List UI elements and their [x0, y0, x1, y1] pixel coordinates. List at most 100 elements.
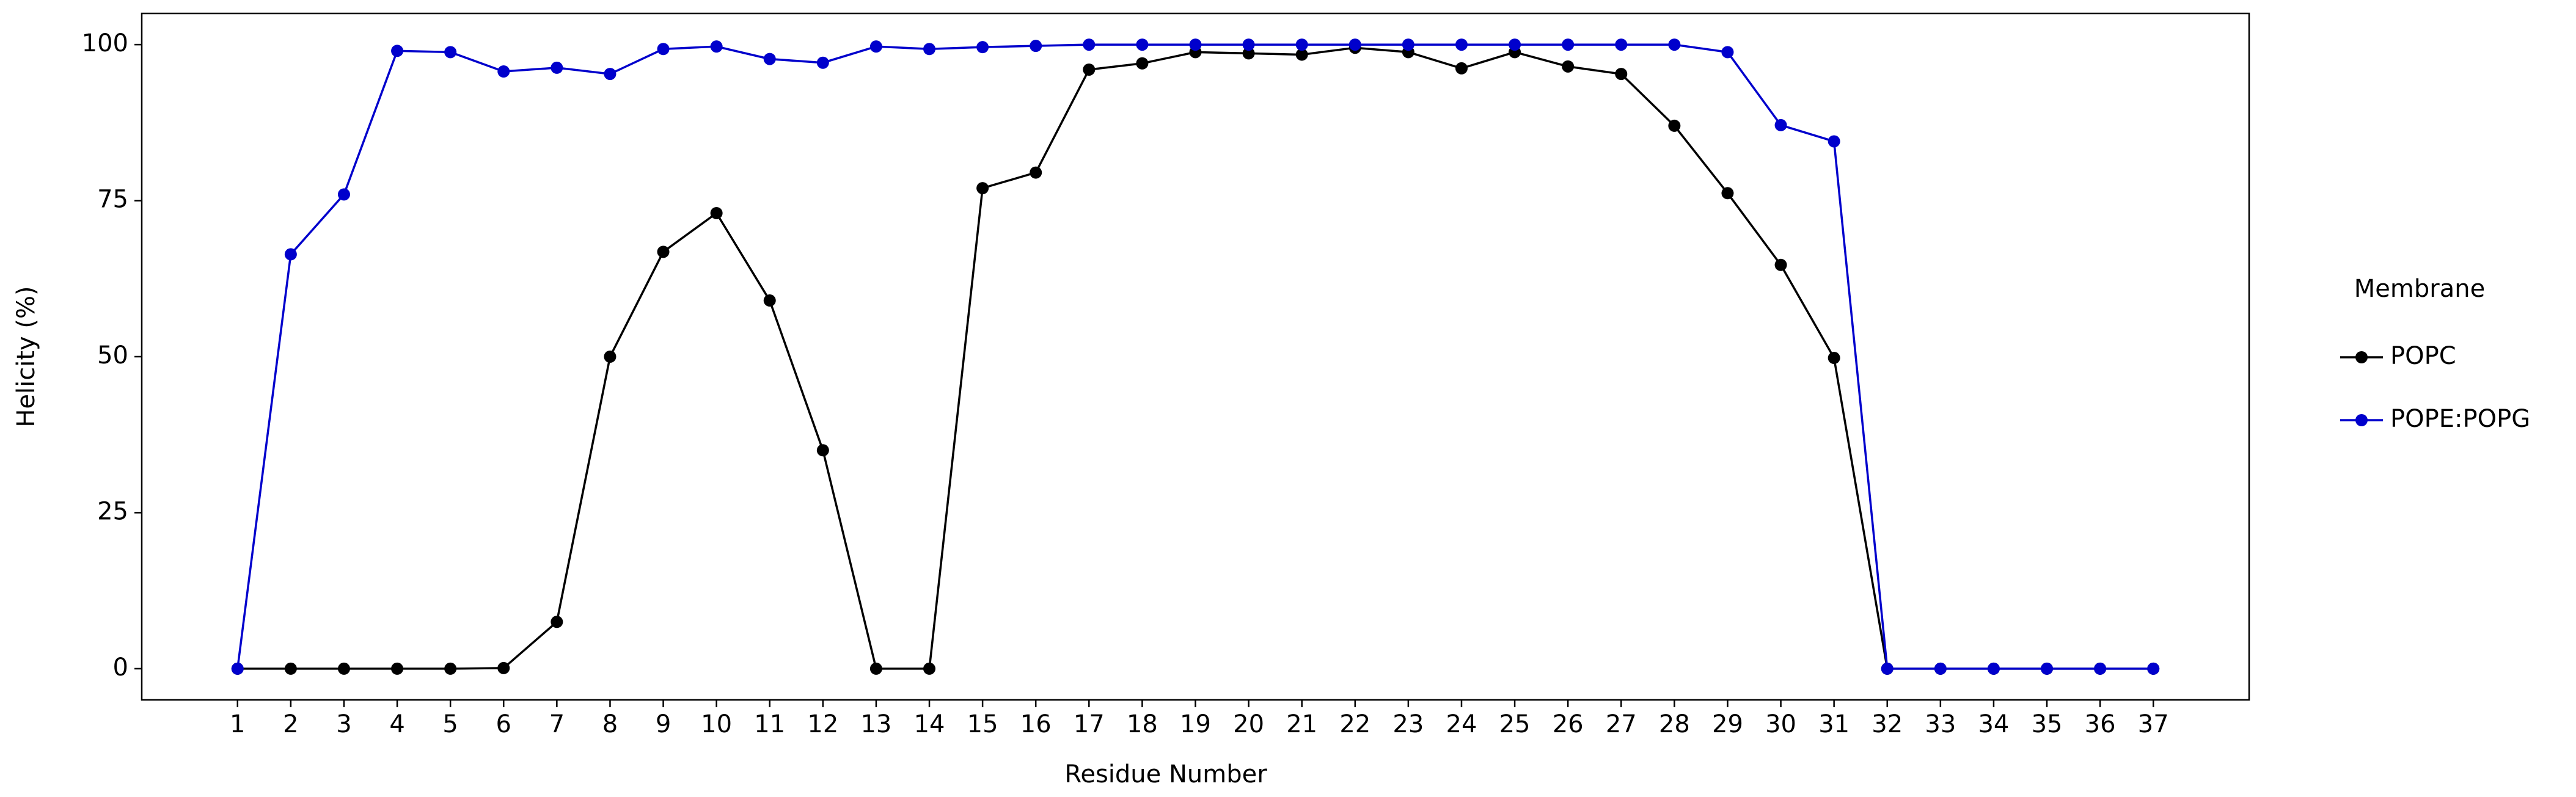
- x-tick-label: 17: [1074, 710, 1105, 738]
- data-point: [1242, 38, 1255, 51]
- x-tick-label: 25: [1499, 710, 1531, 738]
- x-tick-label: 22: [1339, 710, 1370, 738]
- data-point: [923, 662, 936, 675]
- data-point: [1030, 40, 1042, 53]
- data-point: [763, 53, 776, 65]
- data-point: [1668, 119, 1681, 132]
- x-tick-label: 32: [1872, 710, 1903, 738]
- data-point: [1881, 662, 1894, 675]
- x-tick-label: 6: [496, 710, 511, 738]
- data-point: [391, 662, 404, 675]
- data-point: [1242, 47, 1255, 60]
- x-tick-label: 7: [549, 710, 565, 738]
- data-point: [1402, 38, 1414, 51]
- data-point: [2041, 662, 2054, 675]
- x-tick-label: 35: [2032, 710, 2063, 738]
- x-tick-label: 1: [230, 710, 245, 738]
- x-tick-label: 26: [1553, 710, 1584, 738]
- data-point: [337, 662, 350, 675]
- y-tick-label: 50: [97, 341, 128, 369]
- x-axis-label: Residue Number: [1064, 760, 1267, 788]
- x-tick-label: 15: [967, 710, 998, 738]
- data-point: [1189, 38, 1202, 51]
- legend-label: POPE:POPG: [2390, 405, 2530, 433]
- x-tick-label: 30: [1765, 710, 1796, 738]
- x-tick-label: 16: [1020, 710, 1052, 738]
- data-point: [604, 351, 617, 363]
- x-tick-label: 2: [283, 710, 298, 738]
- data-point: [923, 43, 936, 56]
- data-point: [1774, 258, 1787, 271]
- x-tick-label: 34: [1978, 710, 2009, 738]
- x-tick-label: 18: [1127, 710, 1158, 738]
- x-tick-label: 13: [860, 710, 891, 738]
- data-point: [1934, 662, 1947, 675]
- x-tick-label: 14: [914, 710, 945, 738]
- data-point: [1295, 38, 1308, 51]
- data-point: [497, 661, 510, 674]
- data-point: [1348, 38, 1361, 51]
- legend-marker: [2355, 414, 2368, 426]
- data-point: [816, 56, 829, 69]
- x-tick-label: 37: [2138, 710, 2169, 738]
- data-point: [1668, 38, 1681, 51]
- data-point: [1083, 63, 1096, 76]
- data-point: [1721, 187, 1734, 200]
- y-tick-label: 100: [82, 29, 128, 57]
- data-point: [337, 188, 350, 201]
- data-point: [657, 246, 670, 258]
- data-point: [1774, 118, 1787, 131]
- data-point: [2094, 662, 2107, 675]
- data-point: [497, 65, 510, 78]
- x-tick-label: 5: [442, 710, 458, 738]
- x-tick-label: 28: [1659, 710, 1690, 738]
- y-tick-label: 25: [97, 497, 128, 525]
- data-point: [1828, 135, 1840, 148]
- data-point: [976, 182, 989, 195]
- data-point: [657, 43, 670, 56]
- data-point: [1136, 38, 1149, 51]
- data-point: [2147, 662, 2160, 675]
- x-tick-label: 9: [656, 710, 671, 738]
- x-tick-label: 10: [701, 710, 732, 738]
- data-point: [1828, 352, 1840, 365]
- x-tick-label: 33: [1925, 710, 1956, 738]
- data-point: [551, 61, 563, 74]
- data-point: [976, 41, 989, 54]
- x-tick-label: 8: [602, 710, 618, 738]
- y-tick-label: 75: [97, 186, 128, 214]
- data-point: [869, 662, 882, 675]
- data-point: [710, 40, 723, 53]
- x-tick-label: 23: [1392, 710, 1424, 738]
- data-point: [1562, 38, 1575, 51]
- x-tick-label: 29: [1712, 710, 1743, 738]
- series-line: [237, 46, 2154, 670]
- x-tick-label: 36: [2085, 710, 2116, 738]
- data-point: [551, 616, 563, 628]
- legend-title: Membrane: [2354, 275, 2485, 303]
- x-tick-label: 4: [389, 710, 404, 738]
- series-line: [236, 43, 2154, 670]
- data-point: [391, 45, 404, 57]
- data-point: [816, 444, 829, 457]
- x-tick-label: 12: [807, 710, 838, 738]
- data-point: [604, 68, 617, 81]
- y-axis-label: Helicity (%): [12, 286, 40, 427]
- x-tick-label: 3: [336, 710, 351, 738]
- data-point: [231, 662, 244, 675]
- legend-label: POPC: [2390, 342, 2456, 370]
- data-point: [444, 662, 457, 675]
- x-tick-label: 11: [754, 710, 785, 738]
- plot-frame: [141, 12, 2250, 701]
- data-point: [1721, 46, 1734, 59]
- data-point: [1136, 57, 1149, 70]
- data-point: [1083, 38, 1096, 51]
- data-point: [284, 248, 297, 261]
- y-tick-label: 0: [113, 653, 128, 682]
- data-point: [763, 294, 776, 307]
- x-tick-label: 21: [1286, 710, 1317, 738]
- data-point: [1295, 48, 1308, 61]
- x-tick-label: 27: [1606, 710, 1637, 738]
- x-tick-label: 31: [1818, 710, 1850, 738]
